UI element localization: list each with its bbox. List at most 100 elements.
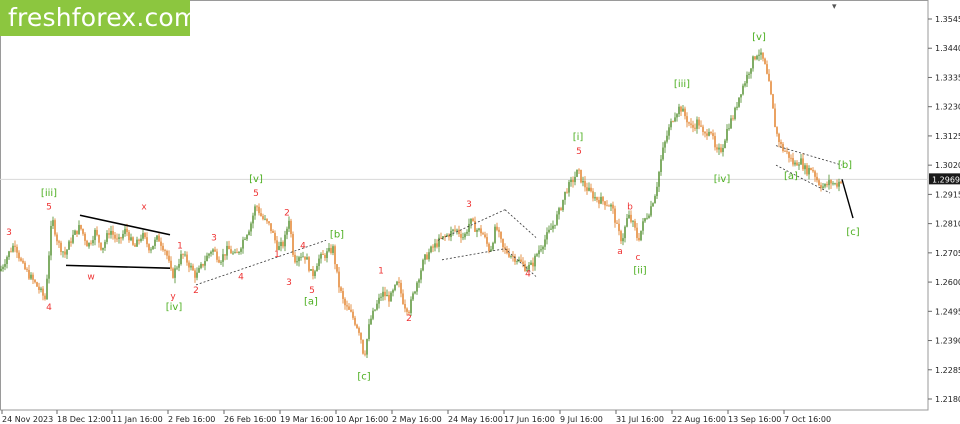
- wave-label: 4: [238, 272, 244, 282]
- candle-body: [344, 298, 346, 306]
- candle-body: [52, 220, 54, 226]
- candle-body: [790, 157, 792, 159]
- candle-body: [396, 281, 398, 285]
- candle-body: [298, 257, 300, 262]
- candle-body: [604, 201, 606, 206]
- candle-body: [354, 317, 356, 325]
- candle-body: [696, 119, 698, 129]
- candle-body: [472, 218, 474, 222]
- wave-label: [a]: [784, 171, 798, 182]
- candle-body: [304, 256, 306, 260]
- candle-body: [98, 234, 100, 243]
- candle-body: [688, 122, 690, 124]
- candle-body: [554, 224, 556, 226]
- wave-label: [a]: [304, 296, 318, 307]
- candle-body: [680, 106, 682, 112]
- candle-body: [478, 228, 480, 230]
- channel-line: [775, 145, 843, 166]
- wave-label: 4: [525, 270, 531, 280]
- y-tick-label: 1.2390: [935, 337, 960, 346]
- candle-body: [350, 309, 352, 312]
- candle-body: [274, 232, 276, 241]
- candle-body: [710, 131, 712, 134]
- candle-body: [76, 230, 78, 235]
- wave-label: 1: [378, 267, 384, 277]
- chart-menu-icon[interactable]: ▾: [832, 2, 837, 12]
- candle-body: [730, 118, 732, 129]
- y-tick-label: 1.2915: [935, 190, 960, 199]
- x-tick-label: 24 May 16:00: [448, 415, 503, 424]
- candle-body: [254, 206, 256, 216]
- candle-body: [732, 118, 734, 120]
- candle-body: [374, 309, 376, 311]
- candle-body: [134, 244, 136, 247]
- candle-body: [56, 234, 58, 242]
- candle-body: [784, 150, 786, 152]
- candle-body: [300, 256, 302, 258]
- candle-body: [520, 259, 522, 262]
- candle-body: [496, 226, 498, 230]
- candle-body: [386, 294, 388, 297]
- candle-body: [804, 165, 806, 170]
- channel-line: [504, 248, 537, 277]
- candle-body: [646, 217, 648, 219]
- candle-body: [356, 324, 358, 329]
- candle-body: [702, 126, 704, 132]
- candle-body: [390, 292, 392, 302]
- candle-body: [592, 191, 594, 199]
- channel-line: [195, 239, 327, 286]
- candle-body: [800, 158, 802, 165]
- candle-body: [474, 221, 476, 232]
- candle-body: [438, 237, 440, 247]
- candle-body: [488, 243, 490, 252]
- candle-body: [402, 293, 404, 305]
- candle-body: [288, 220, 290, 229]
- wave-label: a: [617, 247, 623, 257]
- y-tick-label: 1.3545: [935, 15, 960, 24]
- candle-body: [376, 303, 378, 310]
- candle-body: [446, 234, 448, 237]
- candle-body: [524, 263, 526, 272]
- candle-body: [208, 253, 210, 256]
- candle-body: [16, 246, 18, 253]
- candle-body: [158, 235, 160, 242]
- candle-body: [620, 231, 622, 242]
- candle-body: [752, 56, 754, 69]
- y-tick-label: 1.3020: [935, 161, 960, 170]
- candle-body: [570, 179, 572, 183]
- candle-body: [308, 257, 310, 271]
- candle-body: [742, 85, 744, 95]
- candle-body: [546, 232, 548, 240]
- candle-body: [532, 262, 534, 267]
- candle-body: [316, 265, 318, 272]
- candle-body: [544, 239, 546, 247]
- candle-body: [206, 255, 208, 262]
- candle-body: [452, 229, 454, 231]
- candle-body: [470, 218, 472, 224]
- candle-body: [686, 116, 688, 123]
- candle-body: [508, 253, 510, 257]
- candle-body: [302, 256, 304, 258]
- candle-body: [362, 339, 364, 354]
- candle-body: [806, 165, 808, 175]
- x-tick-label: 11 Jan 16:00: [112, 415, 163, 424]
- candle-body: [560, 208, 562, 211]
- candle-body: [190, 265, 192, 268]
- y-tick-label: 1.3230: [935, 103, 960, 112]
- candle-body: [310, 269, 312, 271]
- candle-body: [284, 234, 286, 247]
- candle-body: [528, 264, 530, 270]
- candle-body: [640, 230, 642, 241]
- candle-body: [444, 236, 446, 237]
- candle-body: [662, 147, 664, 160]
- candle-body: [342, 291, 344, 299]
- candle-body: [724, 140, 726, 148]
- candle-body: [628, 214, 630, 219]
- candle-body: [700, 125, 702, 127]
- x-tick-label: 31 Jul 16:00: [616, 415, 664, 424]
- candle-body: [100, 242, 102, 250]
- candle-body: [62, 251, 64, 253]
- freshforex-logo[interactable]: freshforex.com: [0, 0, 198, 36]
- wave-label: 4: [46, 303, 52, 313]
